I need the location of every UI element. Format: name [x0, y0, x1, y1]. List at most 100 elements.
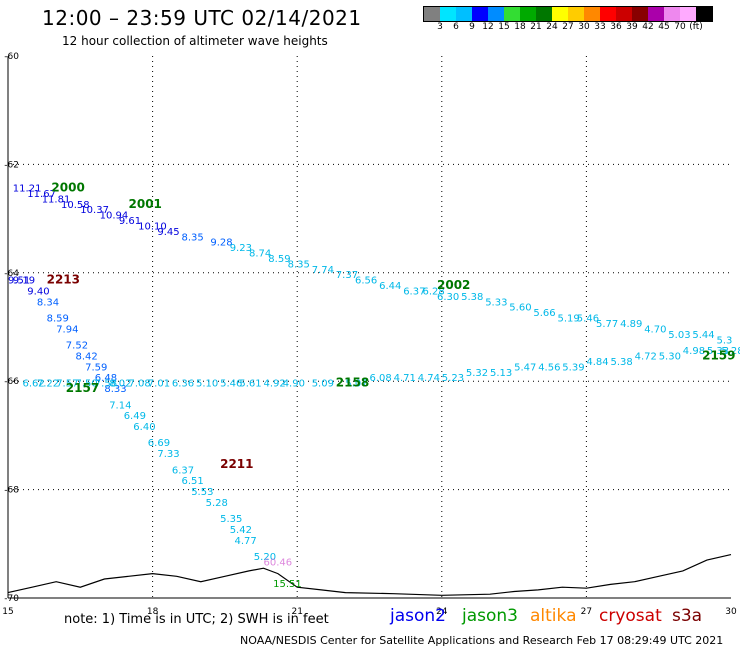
map-grid: [8, 56, 731, 598]
wave-height-value: 6.48: [95, 373, 117, 384]
scale-tick-label: 70: [674, 22, 686, 32]
wave-height-value: 7.94: [56, 324, 78, 335]
color-swatch: [632, 7, 648, 21]
wave-height-value: 15.51: [273, 579, 302, 590]
wave-height-value: 7.37: [336, 270, 358, 281]
wave-height-value: 10.37: [80, 205, 109, 216]
wave-height-value: 7.08: [129, 379, 151, 390]
scale-tick-label: 36: [610, 22, 622, 32]
latitude-tick-label: -64: [4, 269, 19, 279]
scale-tick-label: 6: [453, 22, 459, 32]
wave-height-value: 8.33: [104, 384, 126, 395]
wave-height-value: 10.58: [61, 200, 90, 211]
wave-height-color-scale: [423, 6, 713, 22]
pass-time-label: 2000: [51, 181, 84, 195]
wave-height-value: 9.28: [210, 238, 232, 249]
wave-height-value: 5.09: [312, 379, 334, 390]
wave-height-value: 4.56: [538, 362, 560, 373]
wave-height-value: 4.70: [644, 324, 666, 335]
pass-time-label: 2001: [129, 197, 162, 211]
wave-height-value: 5.47: [514, 362, 536, 373]
longitude-tick-label: 21: [291, 607, 302, 617]
wave-height-value: 4.90: [283, 379, 305, 390]
wave-height-value: 5.28: [206, 498, 228, 509]
units-note: note: 1) Time is in UTC; 2) SWH is in fe…: [64, 612, 329, 627]
wave-height-value: 8.74: [249, 249, 271, 260]
wave-height-value: 5.38: [461, 292, 483, 303]
wave-height-value: 5.23: [442, 373, 464, 384]
wave-height-value: 5.28: [721, 346, 740, 357]
wave-height-value: 5.61: [239, 379, 261, 390]
scale-tick-label: 12: [482, 22, 494, 32]
wave-height-value: 5.39: [562, 362, 584, 373]
wave-height-value: 6.36: [172, 379, 194, 390]
latitude-tick-label: -66: [4, 377, 19, 387]
color-swatch: [472, 7, 488, 21]
wave-height-value: 8.02: [109, 379, 131, 390]
wave-height-value: 5.38: [611, 357, 633, 368]
wave-height-value: 7.33: [157, 449, 179, 460]
wave-height-value: 9.45: [157, 227, 179, 238]
wave-height-value: 6.51: [182, 476, 204, 487]
wave-height-value: 5.33: [707, 346, 729, 357]
map-title: 12:00 – 23:59 UTC 02/14/2021: [42, 6, 362, 30]
color-swatch: [584, 7, 600, 21]
scale-tick-label: 21: [530, 22, 542, 32]
latitude-tick-label: -70: [4, 594, 19, 604]
coastline: [7, 554, 732, 596]
scale-tick-label: 27: [562, 22, 574, 32]
wave-height-value: 5.44: [692, 330, 714, 341]
wave-height-value: 5.60: [509, 303, 531, 314]
color-swatch: [552, 7, 568, 21]
satellite-name-s3a: s3a: [672, 606, 703, 626]
wave-height-value: 5.46: [577, 314, 599, 325]
wave-height-value: 10.10: [138, 221, 167, 232]
color-swatch: [536, 7, 552, 21]
wave-height-value: 11.67: [27, 189, 56, 200]
scale-tick-label: 30: [578, 22, 590, 32]
wave-height-value: 5.42: [230, 525, 252, 536]
wave-height-value: 6.69: [148, 438, 170, 449]
wave-height-value: 4.98: [683, 346, 705, 357]
longitude-tick-label: 30: [725, 607, 737, 617]
wave-height-value: 5.66: [533, 308, 555, 319]
color-swatch: [680, 7, 696, 21]
pass-time-label: 2159: [702, 349, 735, 363]
latitude-tick-label: -60: [4, 52, 19, 62]
wave-height-value: 7.57: [56, 379, 78, 390]
scale-tick-label: 33: [594, 22, 606, 32]
wave-height-value: 6.30: [437, 292, 459, 303]
color-swatch: [424, 7, 440, 21]
pass-time-label: 2213: [47, 273, 80, 287]
pass-time-label: 2158: [336, 376, 369, 390]
wave-height-value: 9.51: [8, 276, 30, 287]
wave-height-value: 5.30: [659, 352, 681, 363]
wave-height-value: 4.71: [394, 373, 416, 384]
wave-height-value: 7.22: [37, 379, 59, 390]
wave-height-value: 8.34: [37, 297, 59, 308]
wave-height-value: 5.10: [196, 379, 218, 390]
wave-height-value: 5.13: [490, 368, 512, 379]
wave-height-value: 5.07: [345, 379, 367, 390]
longitude-tick-label: 24: [436, 607, 448, 617]
wave-height-value: 7.50: [76, 379, 98, 390]
scale-tick-label: 42: [642, 22, 654, 32]
scale-tick-label: 45: [658, 22, 670, 32]
wave-height-value: 7.01: [148, 379, 170, 390]
wave-height-value: 4.84: [586, 357, 608, 368]
wave-height-value: 6.37: [172, 465, 194, 476]
wave-height-value: 60.46: [264, 558, 293, 569]
wave-height-value: 5.03: [668, 330, 690, 341]
pass-time-label: 2002: [437, 278, 470, 292]
scale-tick-label: 9: [469, 22, 475, 32]
wave-height-value: 11.81: [42, 194, 71, 205]
wave-height-value: 9.40: [27, 287, 49, 298]
wave-height-value: 6.40: [133, 422, 155, 433]
longitude-tick-label: 18: [147, 607, 159, 617]
wave-height-value: 6.08: [370, 373, 392, 384]
scale-tick-label: 3: [437, 22, 443, 32]
color-swatch: [568, 7, 584, 21]
map-subtitle: 12 hour collection of altimeter wave hei…: [62, 34, 328, 48]
